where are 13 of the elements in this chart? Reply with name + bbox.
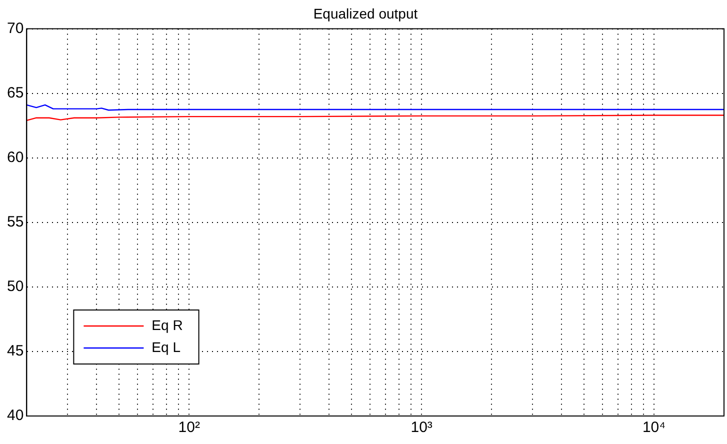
y-tick-label: 65 [6, 84, 24, 102]
chart-title: Equalized output [313, 5, 418, 22]
legend-label: Eq R [152, 316, 183, 333]
y-tick-label: 55 [6, 214, 24, 231]
y-tick-label: 70 [6, 20, 24, 37]
x-tick-label: 10³ [410, 419, 432, 436]
legend-label: Eq L [152, 338, 181, 355]
y-tick-label: 50 [6, 278, 24, 296]
y-tick-label: 60 [6, 149, 24, 166]
y-tick-label: 45 [6, 342, 24, 360]
x-tick-label: 10² [178, 419, 200, 436]
y-tick-label: 40 [6, 407, 24, 424]
x-tick-label: 10⁴ [642, 419, 666, 436]
